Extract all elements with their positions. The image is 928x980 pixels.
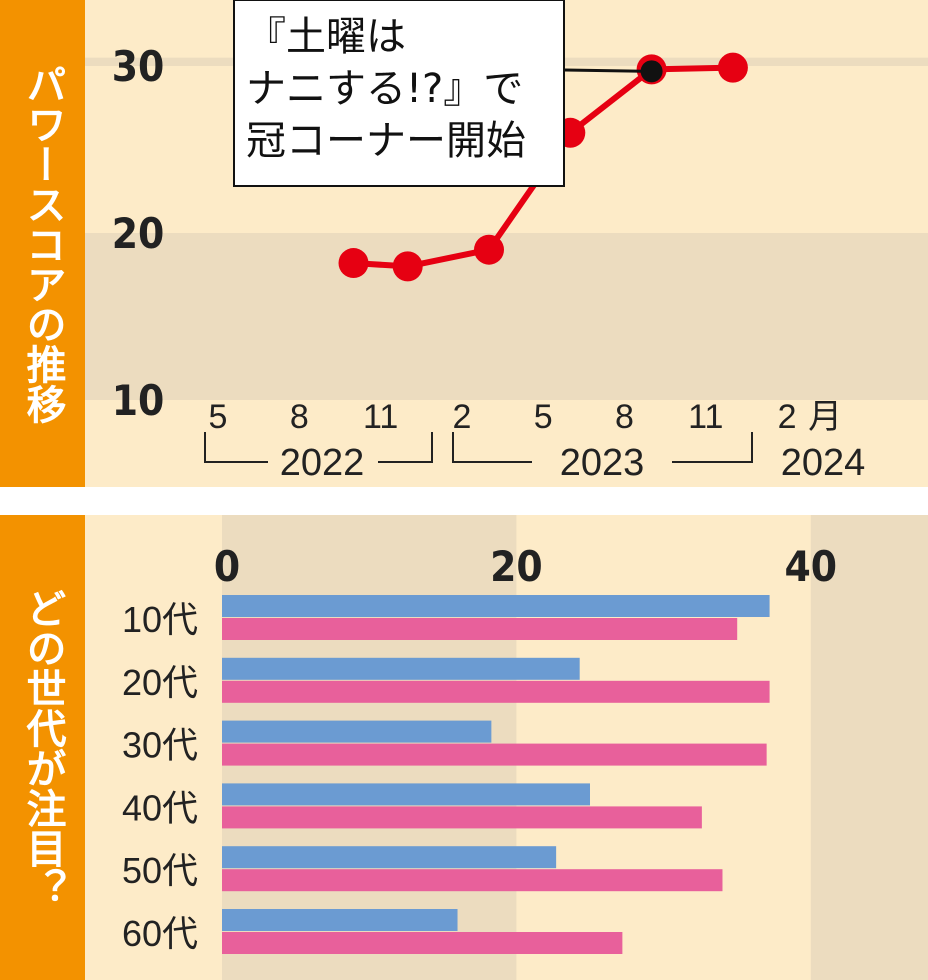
x-month-label: 2 (452, 398, 471, 436)
bar-blue (222, 657, 580, 680)
x-tick-label: 0 (214, 542, 240, 591)
x-tick-label: 20 (490, 542, 543, 591)
data-point (338, 248, 369, 279)
year-bracket-2023-right (672, 432, 753, 463)
axis-area (85, 400, 928, 487)
year-bracket-2023-left (452, 432, 532, 463)
category-label: 10代 (122, 599, 198, 640)
x-month-label: 8 (290, 398, 309, 436)
grid-band (85, 233, 928, 400)
bar-blue (222, 846, 557, 869)
bar-blue (222, 595, 770, 617)
x-year-label: 2024 (781, 442, 866, 484)
data-point (474, 234, 504, 265)
bar-pink (222, 932, 623, 954)
bar-pink (222, 743, 767, 766)
y-tick-label: 10 (112, 376, 165, 425)
bar-pink (222, 806, 702, 829)
power-score-title-tab: パワースコアの推移 (0, 0, 85, 487)
category-label: 40代 (122, 787, 198, 828)
annotation-marker (640, 60, 663, 83)
bar-blue (222, 909, 458, 931)
annotation-leader-line (564, 68, 652, 73)
power-score-panel: パワースコアの推移 30 20 10 5 8 11 2 5 8 11 2 月 2022 2023 2024 『… (0, 0, 928, 487)
x-month-label: 月 (808, 398, 842, 436)
x-tick-label: 40 (785, 542, 838, 591)
annotation-text: 『土曜は (246, 14, 406, 60)
data-point (392, 251, 423, 282)
power-score-title: パワースコアの推移 (19, 63, 66, 424)
bar-blue (222, 783, 590, 806)
generation-panel: どの世代が注目？ 0 20 40 10代 20代 30代 40代 50代 60代 (0, 515, 928, 980)
y-tick-label: 20 (112, 209, 165, 258)
generation-title: どの世代が注目？ (19, 587, 66, 908)
bar-chart: 0 20 40 10代 20代 30代 40代 50代 60代 (85, 515, 928, 980)
category-label: 30代 (122, 725, 198, 766)
x-month-label: 5 (209, 398, 228, 436)
category-label: 50代 (122, 850, 198, 891)
bar-pink (222, 680, 770, 703)
annotation-box (233, 0, 565, 187)
x-month-label: 8 (615, 398, 634, 436)
x-month-label: 2 (778, 398, 797, 436)
bar-blue (222, 720, 492, 743)
year-bracket-2022-left (204, 432, 268, 463)
x-month-label: 11 (363, 398, 398, 436)
y-tick-label: 30 (112, 42, 165, 91)
x-month-label: 11 (688, 398, 723, 436)
data-point (717, 52, 748, 83)
x-year-label: 2022 (280, 442, 365, 484)
annotation-text: 冠コーナー開始 (246, 118, 526, 164)
year-bracket-2022-right (378, 432, 433, 463)
grid-band (810, 515, 928, 980)
category-label: 20代 (122, 662, 198, 703)
label-area (85, 515, 222, 980)
category-label: 60代 (122, 913, 198, 954)
annotation-text: ナニする!?』で (246, 66, 523, 112)
x-year-label: 2023 (560, 442, 645, 484)
generation-title-tab: どの世代が注目？ (0, 515, 85, 980)
bar-pink (222, 618, 738, 640)
x-month-label: 5 (534, 398, 553, 436)
bar-pink (222, 869, 723, 892)
